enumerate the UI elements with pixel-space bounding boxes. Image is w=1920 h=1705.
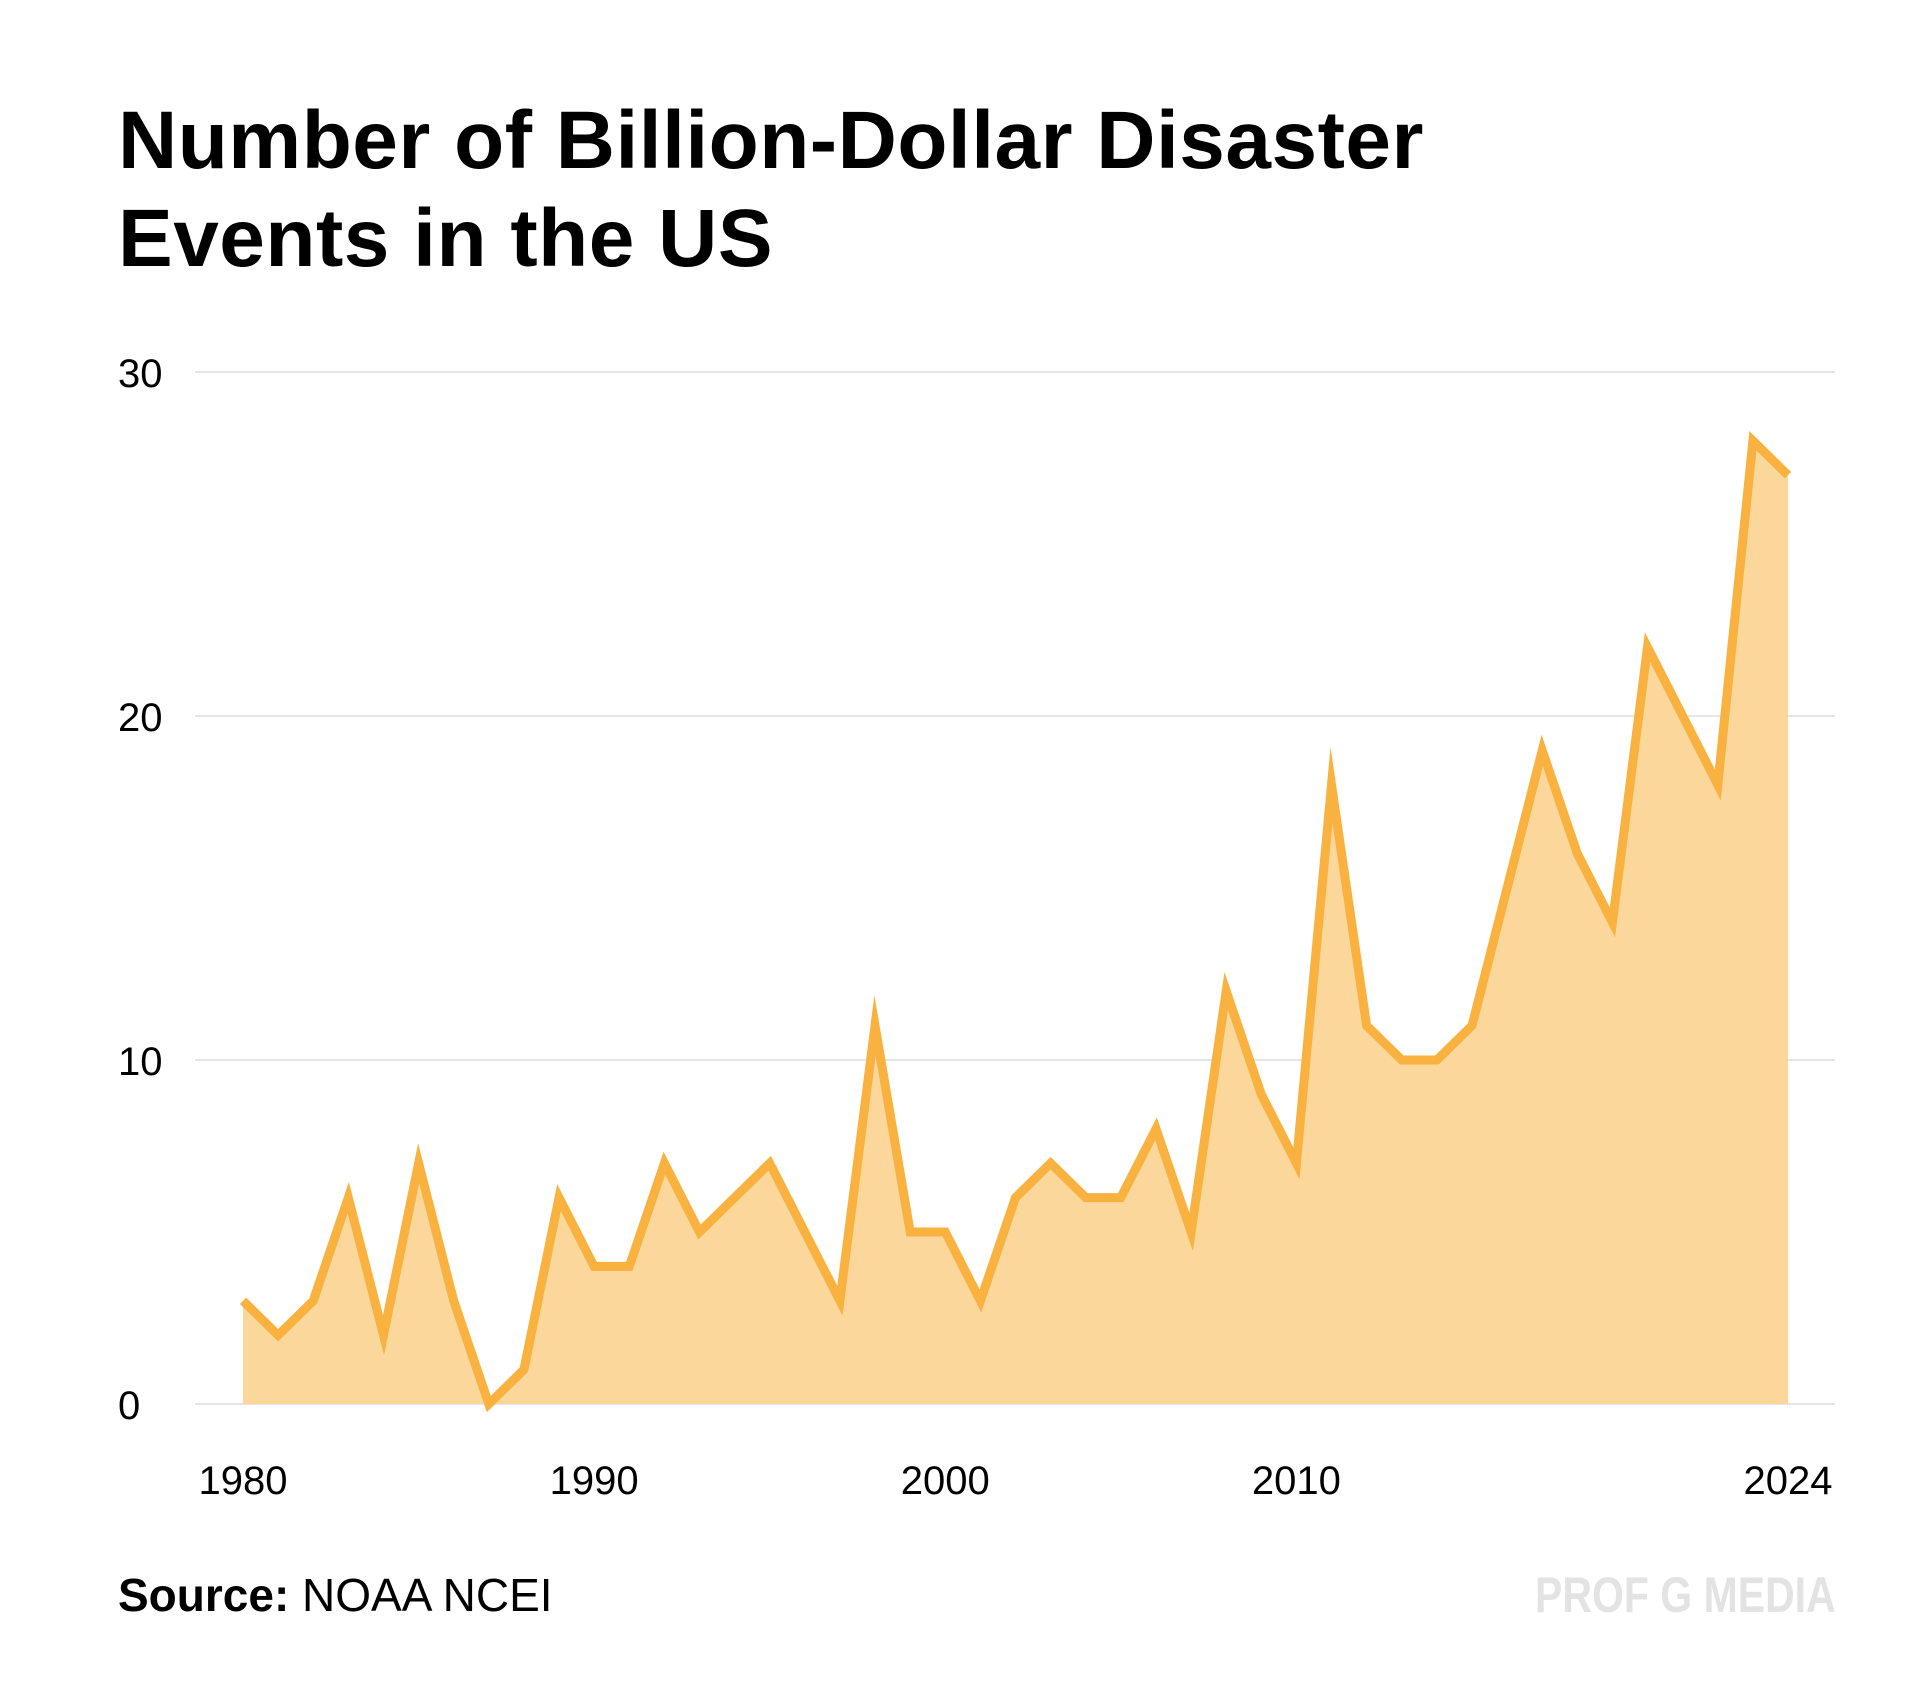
x-tick-label: 2024 — [1744, 1459, 1833, 1503]
data-point-2017 — [1538, 746, 1546, 754]
data-point-2003 — [1047, 1159, 1055, 1167]
data-point-2014 — [1433, 1056, 1441, 1064]
data-point-2007 — [1187, 1228, 1195, 1236]
data-point-2009 — [1257, 1090, 1265, 1098]
data-point-1996 — [801, 1228, 809, 1236]
data-point-1986 — [450, 1297, 458, 1305]
data-point-2023 — [1749, 437, 1757, 445]
data-point-1995 — [766, 1159, 774, 1167]
x-axis-ticks: 1980 1990 2000 2010 2024 — [199, 1459, 1833, 1503]
data-point-2010 — [1292, 1159, 1300, 1167]
data-point-2004 — [1082, 1194, 1090, 1202]
data-point-2022 — [1714, 781, 1722, 789]
source-text: NOAA NCEI — [302, 1569, 553, 1621]
x-tick-label: 1990 — [550, 1459, 639, 1503]
data-point-2013 — [1398, 1056, 1406, 1064]
data-point-1980 — [239, 1297, 247, 1305]
data-point-1992 — [660, 1159, 668, 1167]
chart-title-line-1: Number of Billion-Dollar Disaster — [118, 95, 1424, 186]
data-point-2000 — [941, 1228, 949, 1236]
data-point-2011 — [1328, 781, 1336, 789]
data-point-2002 — [1012, 1194, 1020, 1202]
data-point-2005 — [1117, 1194, 1125, 1202]
data-point-1981 — [274, 1331, 282, 1339]
data-point-2016 — [1503, 884, 1511, 892]
data-point-2024 — [1784, 471, 1792, 479]
series-line — [239, 431, 1792, 1413]
data-point-1999 — [906, 1228, 914, 1236]
chart-title: Number of Billion-Dollar Disaster Events… — [118, 92, 1618, 288]
y-tick-label: 0 — [118, 1384, 140, 1428]
source-label: Source: — [118, 1569, 290, 1621]
y-tick-label: 20 — [118, 696, 163, 740]
y-tick-label: 30 — [118, 352, 163, 396]
source-note: Source: NOAA NCEI — [118, 1568, 553, 1622]
data-point-1990 — [590, 1262, 598, 1270]
x-tick-label: 1980 — [199, 1459, 288, 1503]
data-point-1988 — [520, 1366, 528, 1374]
data-point-1991 — [625, 1262, 633, 1270]
data-point-2001 — [976, 1297, 984, 1305]
data-point-2020 — [1644, 643, 1652, 651]
data-point-2006 — [1152, 1125, 1160, 1133]
data-point-1993 — [696, 1228, 704, 1236]
chart-title-line-2: Events in the US — [118, 193, 774, 284]
brand-wordmark: PROF G MEDIA — [1535, 1567, 1836, 1623]
data-point-1997 — [836, 1297, 844, 1305]
data-point-2019 — [1608, 918, 1616, 926]
data-point-1994 — [731, 1194, 739, 1202]
data-point-1985 — [415, 1159, 423, 1167]
data-point-2015 — [1468, 1022, 1476, 1030]
data-point-1983 — [344, 1194, 352, 1202]
data-point-2012 — [1363, 1022, 1371, 1030]
data-point-1987 — [485, 1400, 493, 1408]
data-point-2018 — [1573, 850, 1581, 858]
x-tick-label: 2010 — [1252, 1459, 1341, 1503]
data-point-2008 — [1222, 987, 1230, 995]
y-tick-label: 10 — [118, 1040, 163, 1084]
data-point-1984 — [380, 1331, 388, 1339]
data-point-1998 — [871, 1022, 879, 1030]
data-point-1989 — [555, 1194, 563, 1202]
y-axis-ticks: 0 10 20 30 — [118, 352, 163, 1428]
data-point-2021 — [1679, 712, 1687, 720]
data-point-1982 — [309, 1297, 317, 1305]
area-fill — [243, 440, 1788, 1404]
x-tick-label: 2000 — [901, 1459, 990, 1503]
